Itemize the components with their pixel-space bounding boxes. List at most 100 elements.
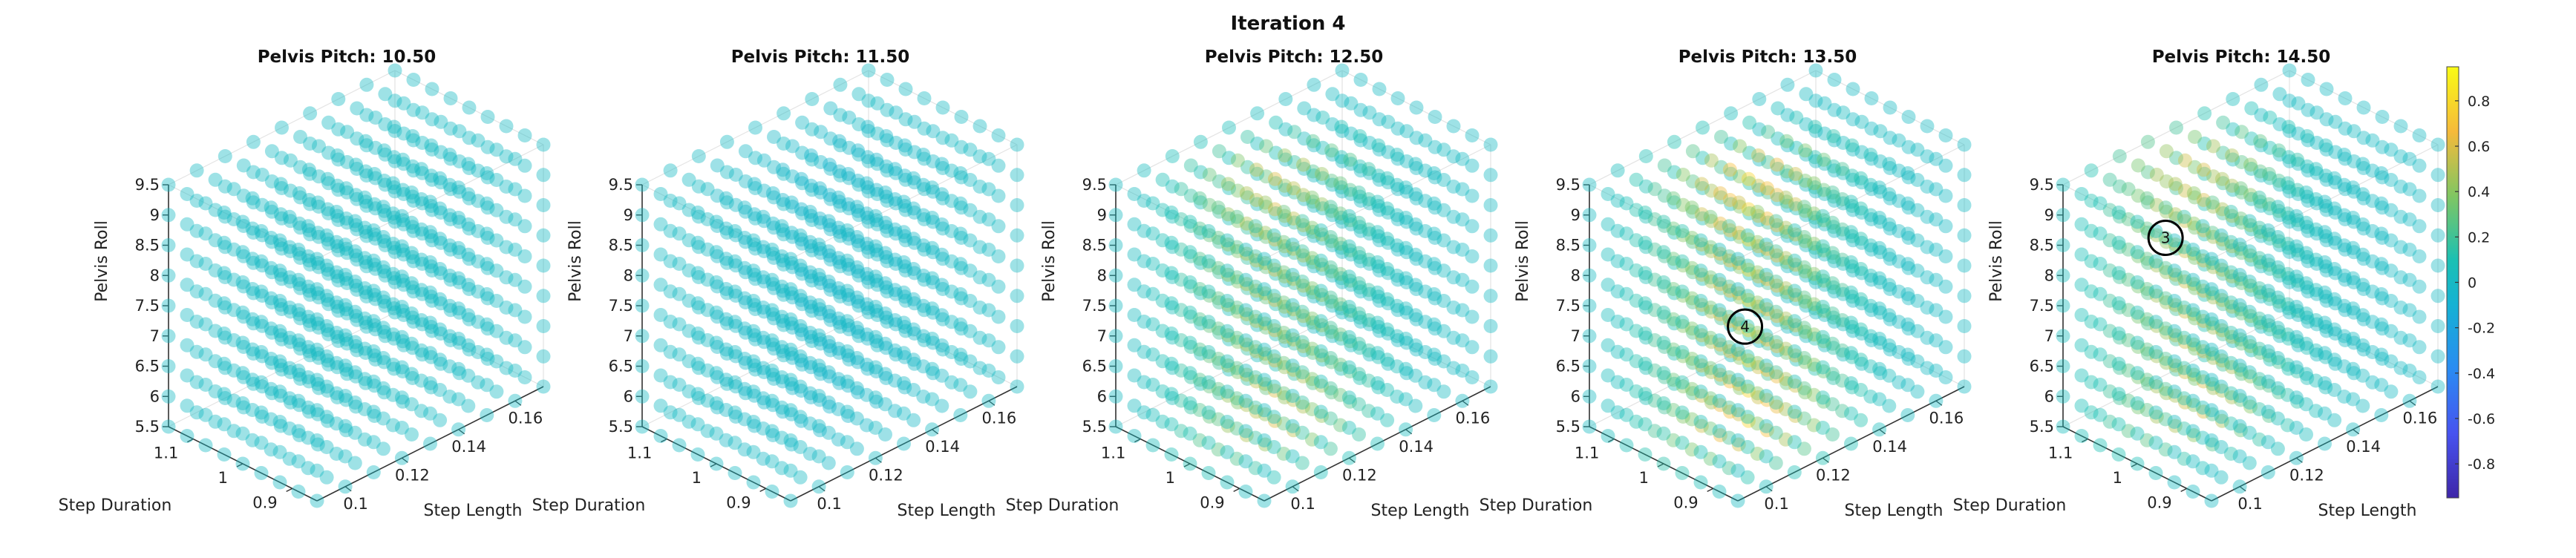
x-tick-label: 0.1 bbox=[1764, 495, 1788, 513]
data-point bbox=[423, 285, 437, 300]
data-point bbox=[1827, 73, 1842, 87]
data-point bbox=[423, 346, 437, 361]
data-point bbox=[255, 349, 269, 364]
data-point bbox=[1370, 346, 1385, 361]
data-point bbox=[691, 179, 706, 194]
data-point bbox=[841, 167, 855, 181]
data-point bbox=[1455, 272, 1470, 287]
data-point bbox=[339, 181, 353, 196]
data-point bbox=[861, 93, 876, 108]
data-point bbox=[897, 225, 911, 240]
data-point bbox=[434, 114, 448, 129]
data-point bbox=[1238, 333, 1253, 348]
data-point bbox=[1957, 258, 1972, 273]
data-point bbox=[387, 361, 402, 376]
data-point bbox=[765, 485, 779, 499]
data-point bbox=[710, 340, 725, 354]
data-point bbox=[2260, 283, 2275, 298]
data-point bbox=[376, 260, 390, 275]
data-point bbox=[831, 402, 846, 416]
y-tick-label: 0.9 bbox=[252, 493, 277, 511]
data-point bbox=[831, 432, 846, 447]
data-point bbox=[226, 182, 241, 197]
data-point bbox=[2167, 384, 2182, 399]
data-point bbox=[842, 352, 857, 367]
data-point bbox=[2148, 436, 2163, 450]
data-point bbox=[1483, 168, 1498, 183]
data-point bbox=[293, 160, 307, 174]
data-point bbox=[1873, 124, 1888, 139]
data-point bbox=[293, 251, 307, 265]
data-point bbox=[405, 341, 420, 355]
data-point bbox=[339, 332, 353, 347]
data-point bbox=[719, 372, 733, 387]
data-point bbox=[376, 290, 390, 305]
data-point bbox=[1258, 195, 1272, 210]
data-point bbox=[368, 322, 383, 337]
data-point bbox=[433, 352, 448, 367]
data-point bbox=[312, 200, 326, 214]
data-point bbox=[272, 354, 287, 369]
grid-line bbox=[394, 70, 544, 145]
data-point bbox=[331, 213, 346, 227]
data-point bbox=[321, 145, 336, 160]
data-point bbox=[433, 292, 448, 306]
data-point bbox=[368, 261, 383, 276]
data-point bbox=[1601, 308, 1615, 322]
data-point bbox=[2430, 258, 2445, 273]
data-point bbox=[198, 196, 213, 211]
data-point bbox=[2232, 358, 2247, 373]
data-point bbox=[1238, 454, 1253, 469]
data-point bbox=[1900, 378, 1915, 393]
y-tick-label: 1.1 bbox=[154, 444, 178, 462]
data-point bbox=[489, 263, 504, 278]
data-point bbox=[405, 397, 419, 412]
data-point bbox=[2158, 200, 2173, 215]
data-point bbox=[376, 381, 390, 395]
data-point bbox=[499, 119, 514, 134]
colorbar-tick-label: 0.2 bbox=[2468, 229, 2490, 246]
data-point bbox=[785, 260, 800, 275]
data-point bbox=[635, 359, 650, 373]
data-point bbox=[396, 126, 411, 141]
grid-line bbox=[168, 70, 396, 186]
data-point bbox=[765, 186, 780, 200]
data-point bbox=[765, 454, 779, 469]
data-point bbox=[217, 447, 232, 462]
z-tick-label: 6 bbox=[150, 387, 160, 405]
data-point bbox=[2148, 375, 2163, 390]
data-point bbox=[1656, 456, 1671, 471]
data-point bbox=[443, 242, 458, 257]
data-point bbox=[793, 410, 808, 424]
x-tick-label: 0.12 bbox=[1342, 466, 1377, 484]
data-point bbox=[1483, 137, 1498, 152]
data-point bbox=[1788, 167, 1802, 181]
data-point bbox=[433, 383, 448, 397]
data-point bbox=[841, 378, 855, 393]
data-point bbox=[2204, 342, 2219, 357]
data-point bbox=[2374, 196, 2389, 211]
data-point bbox=[1427, 317, 1442, 332]
data-point bbox=[765, 277, 780, 292]
data-point bbox=[2402, 364, 2417, 378]
data-point bbox=[471, 163, 486, 178]
data-point bbox=[275, 181, 289, 195]
data-point bbox=[794, 323, 808, 338]
data-point bbox=[236, 370, 251, 384]
data-point bbox=[1638, 417, 1653, 432]
z-tick-label: 8.5 bbox=[135, 237, 160, 255]
data-point bbox=[832, 315, 847, 330]
data-point bbox=[310, 403, 324, 418]
data-point bbox=[189, 405, 204, 420]
data-point bbox=[339, 362, 353, 377]
data-point bbox=[756, 421, 771, 436]
data-point bbox=[424, 138, 439, 153]
data-point bbox=[653, 338, 668, 352]
x-tick bbox=[458, 429, 465, 435]
data-point bbox=[719, 342, 733, 357]
data-point bbox=[784, 286, 799, 301]
data-point bbox=[1220, 475, 1235, 490]
y-tick-label: 1 bbox=[692, 469, 702, 487]
data-point bbox=[378, 117, 393, 131]
panel-title: Pelvis Pitch: 14.50 bbox=[2152, 47, 2331, 67]
